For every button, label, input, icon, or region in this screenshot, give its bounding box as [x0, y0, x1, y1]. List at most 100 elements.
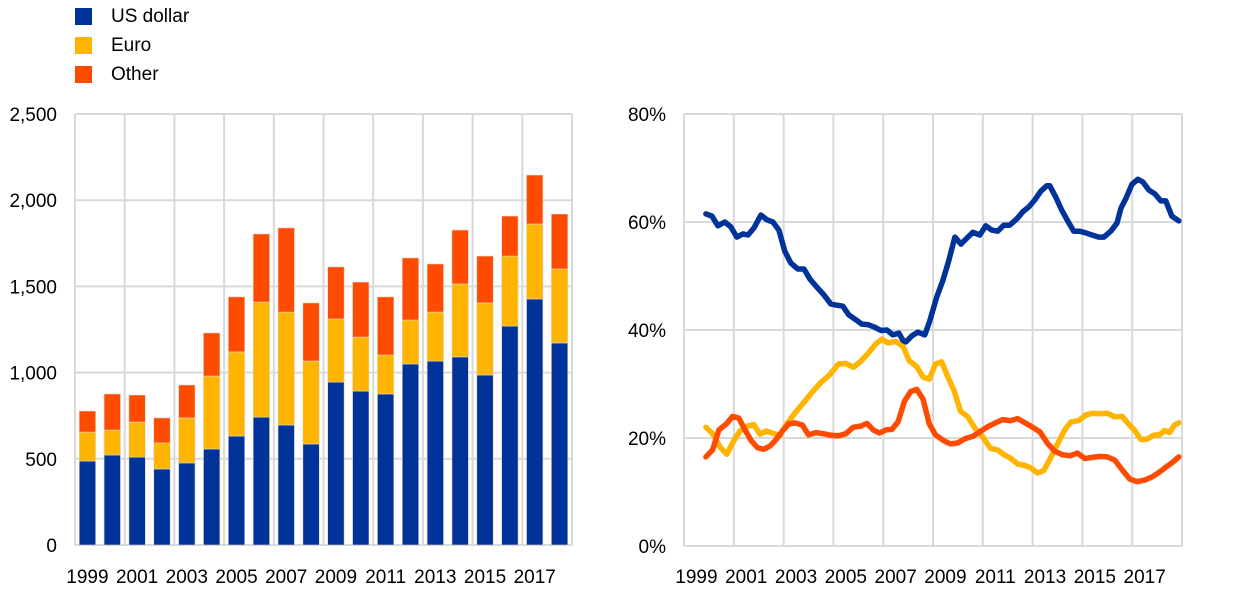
x-tick-label: 2011	[975, 567, 1016, 588]
bar-other-2008	[302, 302, 320, 362]
bar-other-2016	[501, 215, 519, 257]
bar-other-2010	[352, 281, 370, 338]
x-tick-label: 2013	[1024, 567, 1066, 588]
y-tick-label: 0%	[639, 537, 667, 558]
legend-label: Other	[111, 63, 159, 85]
bar-us-dollar-2012	[401, 363, 419, 546]
y-tick-label: 1,500	[9, 277, 57, 298]
bar-other-2001	[128, 394, 146, 423]
bar-other-2009	[327, 266, 345, 320]
bar-us-dollar-2015	[476, 374, 494, 546]
x-tick-label: 2015	[464, 567, 506, 588]
line-series-us-dollar	[703, 176, 1182, 345]
legend-swatch-us-dollar	[75, 8, 92, 25]
bar-us-dollar-2007	[277, 424, 295, 546]
y-tick-label: 500	[25, 450, 57, 471]
bar-euro-2004	[203, 375, 221, 450]
x-tick-label: 2017	[514, 567, 556, 588]
bar-euro-2000	[103, 429, 121, 456]
bar-other-2007	[277, 227, 295, 313]
x-tick-label: 2017	[1124, 567, 1166, 588]
legend: US dollar Euro Other	[75, 2, 189, 89]
y-tick-label: 2,000	[9, 191, 57, 212]
x-tick-label: 2015	[1074, 567, 1116, 588]
x-tick-label: 2009	[924, 567, 966, 588]
bar-euro-1999	[78, 431, 96, 462]
x-tick-label: 2007	[265, 567, 307, 588]
bar-euro-2010	[352, 336, 370, 392]
bar-us-dollar-2014	[451, 356, 469, 546]
bar-other-2014	[451, 229, 469, 285]
x-tick-label: 1999	[675, 567, 717, 588]
legend-swatch-other	[75, 66, 92, 83]
bar-other-2000	[103, 393, 121, 431]
x-tick-label: 2005	[215, 567, 257, 588]
legend-label: Euro	[111, 34, 152, 56]
y-tick-label: 0	[46, 536, 57, 557]
bar-us-dollar-2009	[327, 381, 345, 546]
bar-other-2002	[153, 417, 171, 444]
legend-item-other: Other	[75, 60, 189, 89]
line-chart-shares: 0% 20% 40% 60% 80% 1999 2001 2003 2005 2007 2009 20…	[628, 105, 1183, 588]
bar-euro-2013	[426, 311, 444, 362]
x-tick-label: 2001	[725, 567, 767, 588]
bar-other-1999	[78, 410, 96, 433]
bar-us-dollar-1999	[78, 460, 96, 546]
y-tick-label: 40%	[628, 321, 666, 342]
y-tick-label: 2,500	[9, 105, 57, 126]
x-tick-label: 2009	[315, 567, 357, 588]
bar-other-2015	[476, 255, 494, 304]
legend-item-us-dollar: US dollar	[75, 2, 189, 31]
y-tick-label: 80%	[628, 105, 666, 126]
line-series-other	[703, 386, 1182, 485]
bar-euro-2001	[128, 421, 146, 458]
bar-euro-2018	[551, 268, 569, 344]
bar-us-dollar-2018	[551, 342, 569, 546]
bar-us-dollar-2011	[377, 393, 395, 546]
x-tick-label: 1999	[66, 567, 108, 588]
bar-us-dollar-2003	[178, 462, 196, 546]
bar-euro-2008	[302, 360, 320, 445]
bar-euro-2009	[327, 318, 345, 383]
bar-other-2006	[252, 233, 270, 303]
bar-euro-2002	[153, 442, 171, 470]
bar-chart-stacked: 0 500 1,000 1,500 2,000 2,500 1999 2001 2003 2005…	[9, 105, 573, 588]
bar-euro-2006	[252, 301, 270, 418]
y-tick-label: 60%	[628, 213, 666, 234]
y-tick-label: 20%	[628, 429, 666, 450]
bar-other-2013	[426, 263, 444, 313]
bar-euro-2005	[228, 351, 246, 437]
bar-euro-2017	[526, 223, 544, 300]
x-tick-label: 2011	[365, 567, 406, 588]
x-tick-label: 2001	[116, 567, 158, 588]
bar-euro-2014	[451, 283, 469, 358]
bar-euro-2016	[501, 255, 519, 327]
bar-us-dollar-2016	[501, 325, 519, 546]
x-tick-label: 2003	[166, 567, 208, 588]
legend-swatch-euro	[75, 37, 92, 54]
bar-euro-2012	[401, 319, 419, 365]
bar-us-dollar-2000	[103, 454, 121, 546]
legend-label: US dollar	[111, 5, 190, 27]
bar-us-dollar-2001	[128, 456, 146, 546]
bar-other-2005	[228, 296, 246, 353]
bar-euro-2011	[377, 354, 395, 395]
line-series-euro	[703, 336, 1182, 476]
bar-us-dollar-2004	[203, 448, 221, 546]
bar-us-dollar-2006	[252, 416, 270, 546]
legend-item-euro: Euro	[75, 31, 189, 60]
bar-other-2003	[178, 384, 196, 419]
x-tick-label: 2013	[414, 567, 456, 588]
bar-us-dollar-2002	[153, 468, 171, 546]
bar-other-2017	[526, 174, 544, 225]
bar-euro-2015	[476, 302, 494, 376]
bar-us-dollar-2013	[426, 360, 444, 546]
x-tick-label: 2007	[875, 567, 917, 588]
x-tick-label: 2003	[775, 567, 817, 588]
bar-us-dollar-2005	[228, 435, 246, 546]
bar-other-2018	[551, 213, 569, 270]
bar-other-2012	[401, 257, 419, 321]
bar-us-dollar-2017	[526, 298, 544, 546]
bar-us-dollar-2008	[302, 443, 320, 546]
